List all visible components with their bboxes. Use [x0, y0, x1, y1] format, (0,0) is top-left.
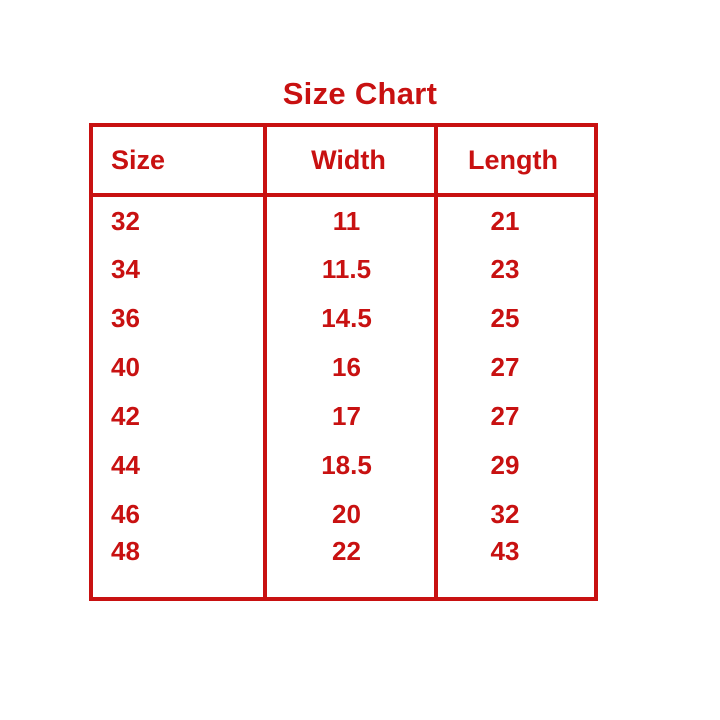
cell-size: 40	[111, 351, 140, 382]
cell-size: 32	[111, 205, 140, 236]
column-header-length: Length	[434, 127, 594, 197]
cell-width: 20	[263, 489, 436, 538]
cell-length: 29	[434, 440, 594, 489]
cell-length: 21	[434, 195, 594, 244]
cell-width: 17	[263, 391, 436, 440]
cell-length: 32	[434, 489, 594, 538]
cell-size: 44	[111, 449, 140, 480]
cell-width: 18.5	[263, 440, 436, 489]
cell-size: 46	[111, 498, 140, 529]
table-header: Size Width Length	[93, 127, 594, 197]
column-header-size: Size	[93, 127, 265, 197]
table-row: 40 16 27	[93, 342, 594, 391]
size-chart-table: Size Width Length 32 11 21 34 11.5 23 36	[93, 127, 594, 600]
table-body: 32 11 21 34 11.5 23 36 14.5 25 40 16	[93, 195, 594, 600]
cell-size: 34	[111, 253, 140, 284]
table-row: 36 14.5 25	[93, 293, 594, 342]
table-row: 44 18.5 29	[93, 440, 594, 489]
cell-length: 27	[434, 342, 594, 391]
cell-length: 43	[434, 538, 594, 600]
table-row: 32 11 21	[93, 195, 594, 244]
cell-size: 48	[111, 536, 140, 566]
size-chart-table-container: Size Width Length 32 11 21 34 11.5 23 36	[89, 123, 598, 601]
cell-width: 11	[263, 195, 436, 244]
cell-size: 36	[111, 302, 140, 333]
page-title: Size Chart	[282, 76, 438, 111]
table-header-row: Size Width Length	[93, 127, 594, 197]
cell-width: 11.5	[263, 244, 436, 293]
table-row: 48 22 43	[93, 538, 594, 600]
cell-width: 22	[263, 538, 436, 600]
cell-length: 27	[434, 391, 594, 440]
table-row: 42 17 27	[93, 391, 594, 440]
table-row: 46 20 32	[93, 489, 594, 538]
cell-width: 14.5	[263, 293, 436, 342]
column-header-width: Width	[263, 127, 436, 197]
table-row: 34 11.5 23	[93, 244, 594, 293]
cell-length: 23	[434, 244, 594, 293]
cell-size: 42	[111, 400, 140, 431]
cell-length: 25	[434, 293, 594, 342]
cell-width: 16	[263, 342, 436, 391]
